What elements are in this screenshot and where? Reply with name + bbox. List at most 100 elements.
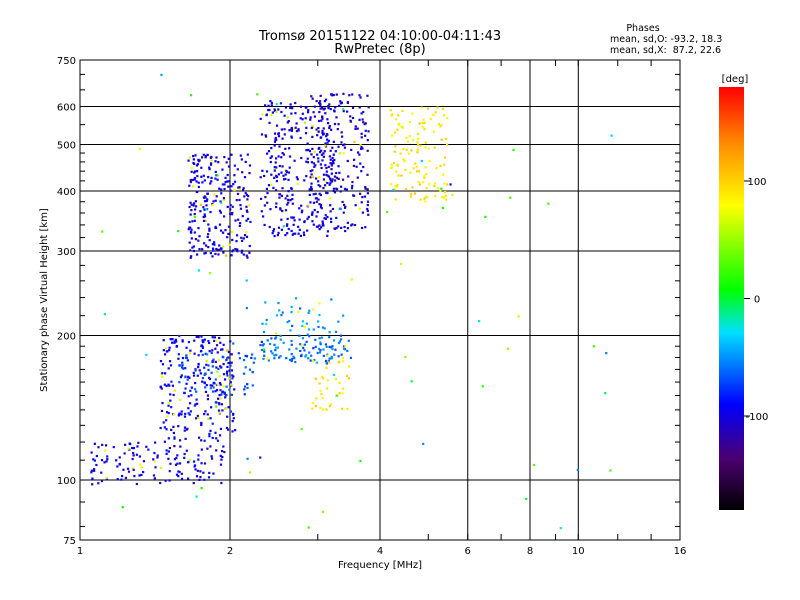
data-point bbox=[120, 474, 124, 478]
data-point bbox=[404, 355, 407, 359]
data-point bbox=[437, 122, 440, 126]
data-point bbox=[322, 354, 325, 357]
data-point bbox=[230, 369, 234, 372]
x-tick-label: 10 bbox=[572, 546, 585, 557]
data-point bbox=[229, 364, 232, 367]
data-point bbox=[244, 192, 247, 195]
data-point bbox=[203, 412, 206, 416]
data-point bbox=[547, 202, 550, 205]
data-point bbox=[275, 179, 279, 183]
data-point bbox=[311, 97, 314, 100]
data-point bbox=[241, 171, 244, 174]
data-point bbox=[277, 108, 280, 111]
data-point bbox=[200, 344, 203, 347]
data-point bbox=[245, 355, 249, 358]
data-point bbox=[304, 355, 307, 358]
data-point bbox=[317, 184, 320, 187]
data-point bbox=[360, 112, 363, 115]
data-point bbox=[208, 435, 211, 438]
data-point bbox=[443, 190, 447, 194]
data-point bbox=[310, 95, 313, 98]
data-point bbox=[306, 111, 310, 114]
data-point bbox=[259, 344, 262, 347]
data-point bbox=[312, 193, 315, 196]
data-point bbox=[338, 361, 341, 364]
data-point bbox=[204, 410, 207, 413]
data-point bbox=[213, 339, 216, 343]
data-point bbox=[188, 376, 191, 379]
data-point bbox=[205, 204, 208, 207]
data-point bbox=[344, 345, 347, 348]
data-point bbox=[238, 357, 242, 360]
data-point bbox=[173, 437, 176, 440]
data-point bbox=[197, 158, 200, 161]
data-point bbox=[181, 340, 184, 343]
data-point bbox=[283, 114, 286, 117]
data-point bbox=[142, 470, 145, 474]
data-point bbox=[343, 187, 347, 191]
data-point bbox=[189, 226, 192, 229]
data-point bbox=[199, 350, 203, 353]
data-point bbox=[198, 369, 201, 372]
data-point bbox=[318, 337, 321, 340]
data-point bbox=[245, 193, 249, 196]
data-point bbox=[323, 100, 326, 103]
data-point bbox=[93, 469, 96, 472]
data-point bbox=[338, 152, 341, 155]
data-point bbox=[366, 188, 369, 191]
data-point bbox=[359, 96, 362, 99]
data-point bbox=[274, 336, 278, 339]
data-point bbox=[211, 390, 215, 393]
data-point bbox=[227, 185, 230, 188]
data-point bbox=[292, 232, 295, 235]
data-point bbox=[342, 152, 345, 155]
data-point bbox=[315, 200, 318, 203]
data-point bbox=[312, 223, 315, 226]
data-point bbox=[326, 215, 329, 219]
data-point bbox=[203, 179, 206, 182]
data-point bbox=[338, 392, 341, 395]
data-point bbox=[341, 360, 345, 363]
data-point bbox=[222, 251, 225, 254]
data-point bbox=[172, 431, 176, 435]
data-point bbox=[305, 354, 308, 357]
data-point bbox=[366, 207, 369, 211]
data-point bbox=[173, 340, 176, 343]
data-point bbox=[218, 336, 221, 340]
data-point bbox=[207, 175, 210, 179]
data-point bbox=[209, 156, 212, 159]
data-point bbox=[192, 481, 195, 485]
data-point bbox=[214, 390, 217, 393]
data-point bbox=[299, 136, 302, 140]
data-point bbox=[216, 351, 219, 354]
data-point bbox=[323, 327, 326, 330]
data-point bbox=[132, 468, 135, 471]
data-point bbox=[124, 443, 127, 446]
data-point bbox=[297, 310, 300, 313]
data-point bbox=[325, 191, 328, 194]
data-point bbox=[189, 256, 192, 259]
data-point bbox=[118, 456, 121, 459]
data-point bbox=[192, 185, 195, 188]
data-point bbox=[280, 110, 283, 114]
data-point bbox=[189, 94, 193, 97]
data-point bbox=[208, 377, 212, 381]
data-point bbox=[213, 193, 216, 196]
data-point bbox=[282, 174, 285, 177]
data-point bbox=[177, 470, 180, 473]
data-point bbox=[178, 412, 181, 415]
data-point bbox=[163, 440, 166, 443]
data-point bbox=[203, 338, 206, 341]
data-point bbox=[445, 194, 448, 197]
data-point bbox=[399, 262, 403, 265]
data-point bbox=[183, 452, 186, 456]
data-point bbox=[206, 235, 209, 239]
data-point bbox=[221, 168, 224, 171]
data-point bbox=[434, 194, 437, 198]
data-point bbox=[312, 156, 315, 159]
data-point bbox=[260, 340, 263, 343]
data-point bbox=[122, 468, 125, 471]
data-point bbox=[229, 189, 232, 192]
data-point bbox=[313, 150, 316, 154]
data-point bbox=[187, 159, 190, 162]
